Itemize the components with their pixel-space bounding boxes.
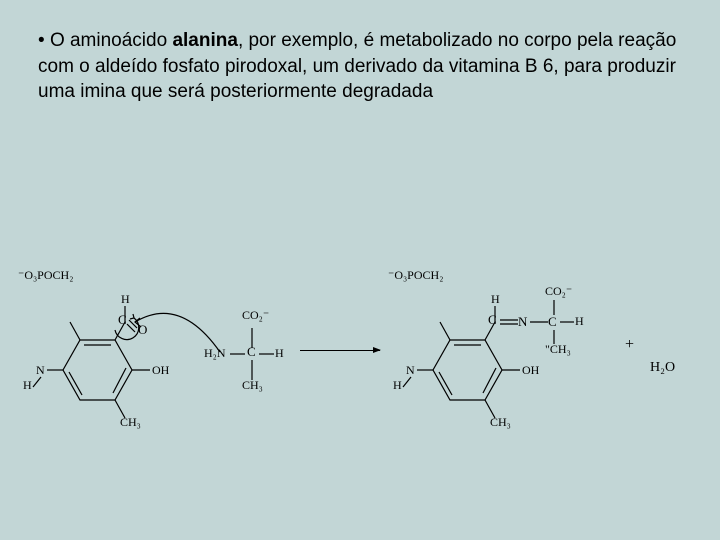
lbl-C: C (118, 312, 127, 328)
reaction-arrow (300, 350, 380, 351)
lbl-co2r: CO₂⁻ (545, 284, 572, 299)
pyridoxal-ring (20, 270, 200, 450)
lbl-CH3r2: CH₃ (490, 415, 511, 430)
bullet: • (38, 30, 50, 51)
nh-bond (33, 373, 53, 393)
lbl-h2o: H₂O (650, 360, 675, 376)
reaction-scheme: ⁻O₃POCH₂ H C O OH CH₃ N H CO₂⁻ C H₂N H C… (20, 270, 700, 470)
lbl-H2: H (23, 378, 32, 393)
lbl-co2: CO₂⁻ (242, 308, 269, 323)
lbl-OH: OH (152, 363, 169, 378)
plus-sign: + (625, 336, 634, 354)
lbl-CH3b: CH₃ (242, 378, 263, 393)
lbl-phosphate-left: ⁻O₃POCH₂ (18, 268, 73, 283)
lbl-phosphate-right: ⁻O₃POCH₂ (388, 268, 443, 283)
lbl-Hr: H (491, 292, 500, 307)
lbl-Cr2: C (548, 314, 557, 330)
lbl-Hr3: H (393, 378, 402, 393)
nh-bond-r (403, 373, 423, 393)
text-part-1: O aminoácido (50, 30, 173, 51)
lbl-ch3r: "CH₃ (545, 342, 571, 357)
mechanism-arrow (130, 300, 240, 360)
pyridoxal-phosphate: ⁻O₃POCH₂ H C O OH CH₃ N H (20, 270, 200, 450)
lbl-H: H (121, 292, 130, 307)
body-text: • O aminoácido alanina, por exemplo, é m… (38, 28, 682, 105)
lbl-Cr: C (488, 312, 497, 328)
imine-product: ⁻O₃POCH₂ H C N C CO₂⁻ H "CH₃ OH CH₃ N H (390, 270, 620, 450)
lbl-OHr: OH (522, 363, 539, 378)
lbl-H3: H (275, 346, 284, 361)
lbl-C2: C (247, 344, 256, 360)
lbl-CH3: CH₃ (120, 415, 141, 430)
text-bold: alanina (172, 30, 237, 51)
lbl-Hr2: H (575, 314, 584, 329)
lbl-Nr: N (518, 314, 527, 330)
